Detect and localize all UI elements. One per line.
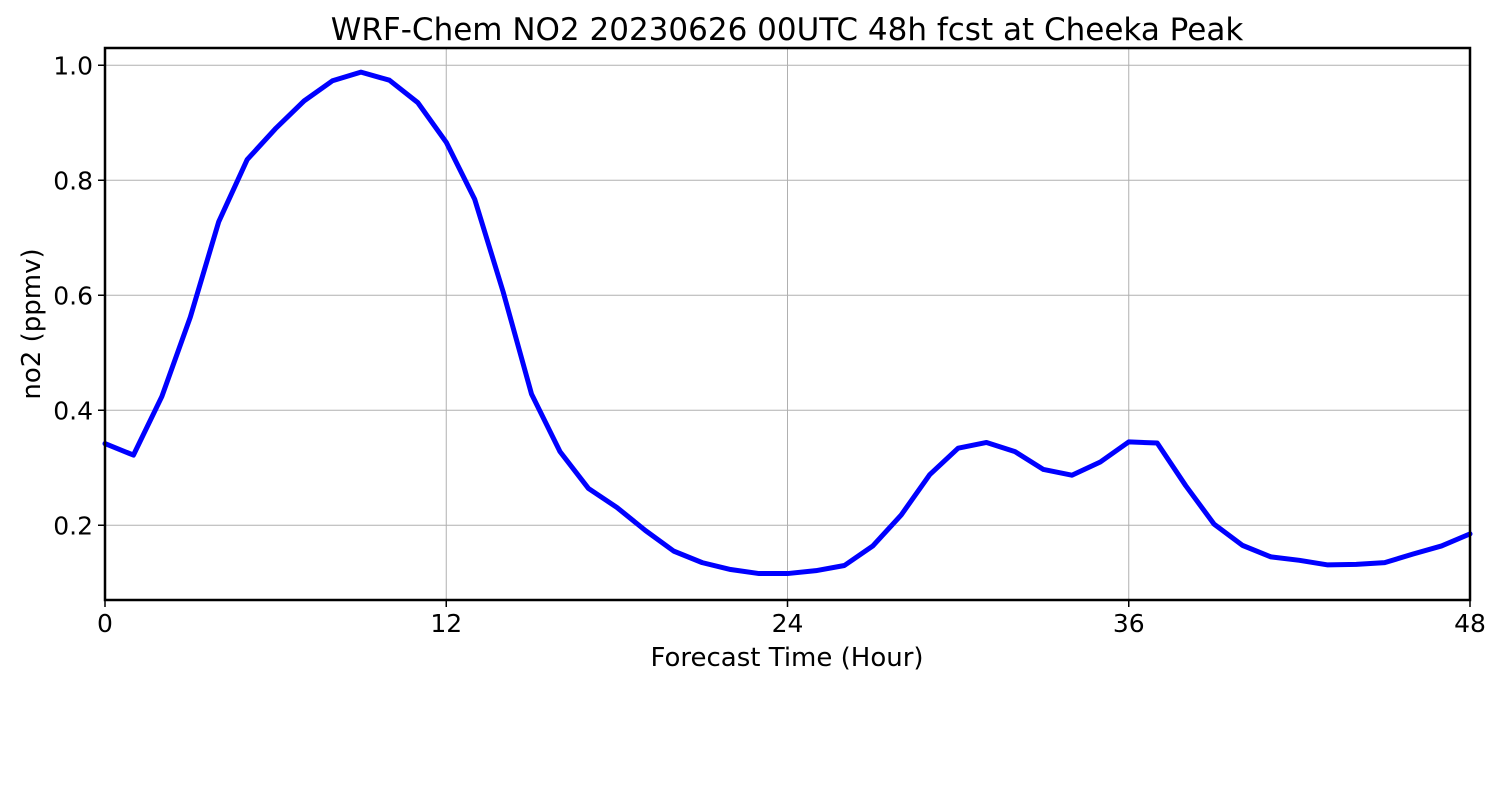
grid-lines <box>104 48 1471 600</box>
x-axis-label: Forecast Time (Hour) <box>650 643 923 673</box>
y-tick-label: 0.4 <box>53 396 93 425</box>
x-tick-label: 24 <box>772 609 804 638</box>
axis-ticks: 0 12 24 36 48 0.2 0.4 0.6 0.8 1.0 <box>53 51 1486 638</box>
x-tick-label: 12 <box>430 609 462 638</box>
series-line <box>102 69 1473 577</box>
x-tick-label: 0 <box>97 609 113 638</box>
x-tick-label: 36 <box>1113 609 1145 638</box>
y-tick-label: 0.6 <box>53 281 93 310</box>
y-tick-label: 1.0 <box>53 51 93 80</box>
y-tick-label: 0.8 <box>53 166 93 195</box>
x-tick-label: 48 <box>1454 609 1486 638</box>
y-axis-label: no2 (ppmv) <box>17 248 47 399</box>
y-tick-label: 0.2 <box>53 511 93 540</box>
chart-title: WRF-Chem NO2 20230626 00UTC 48h fcst at … <box>331 12 1244 48</box>
plot-frame <box>103 46 1472 602</box>
